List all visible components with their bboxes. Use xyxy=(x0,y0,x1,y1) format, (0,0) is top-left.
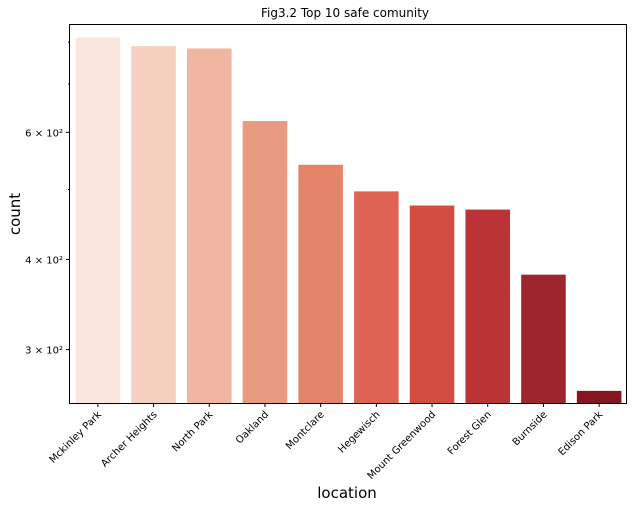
bar-north-park xyxy=(186,48,232,404)
bar-forest-glen xyxy=(465,209,511,403)
x-tick-label: Edison Park xyxy=(557,409,606,458)
bar-mount-greenwood xyxy=(409,205,455,403)
x-tick-label: Mckinley Park xyxy=(48,409,104,465)
bar-edison-park xyxy=(576,390,622,403)
x-tick-label: Montclare xyxy=(284,409,327,452)
x-tick-label: Hegewisch xyxy=(336,409,382,455)
y-axis-label: count xyxy=(6,193,24,235)
bar-burnside xyxy=(521,274,566,403)
x-axis-label: location xyxy=(317,484,377,502)
y-axis: 3 × 10² 4 × 10² 6 × 10² xyxy=(25,41,70,357)
bars-group xyxy=(75,37,622,404)
x-tick-label: Oakland xyxy=(234,409,271,446)
y-tick-label: 3 × 10² xyxy=(25,346,63,357)
y-tick-label: 6 × 10² xyxy=(25,128,63,139)
chart-title: Fig3.2 Top 10 safe comunity xyxy=(261,6,429,20)
x-tick-label: Archer Heights xyxy=(99,409,159,469)
plot-frame xyxy=(69,24,627,404)
bar-oakland xyxy=(242,121,288,403)
x-tick-label: Burnside xyxy=(511,409,550,448)
bar-montclare xyxy=(298,164,343,403)
bar-mckinley-park xyxy=(75,37,121,404)
bar-archer-heights xyxy=(131,46,176,403)
y-tick-label: 4 × 10² xyxy=(25,255,63,266)
x-tick-label: Forest Glen xyxy=(446,409,494,457)
x-tick-label: North Park xyxy=(170,409,215,454)
bar-hegewisch xyxy=(354,191,399,403)
